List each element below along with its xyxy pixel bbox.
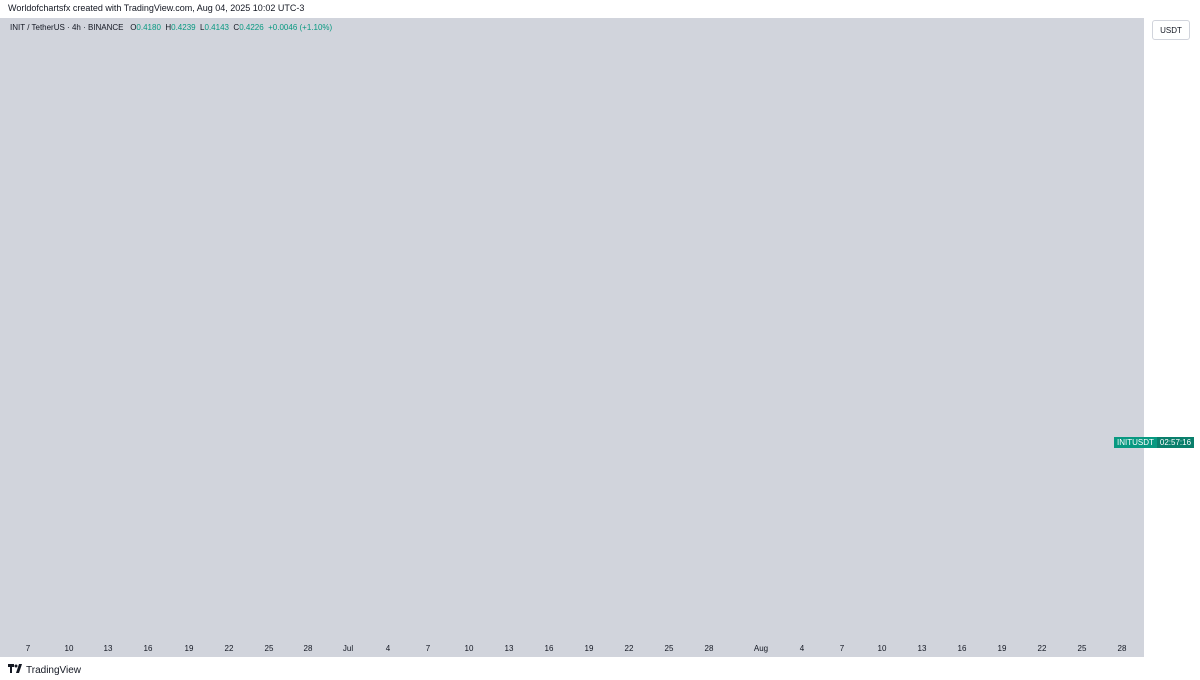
time-tick-label: 19 [185, 644, 194, 653]
tradingview-brand[interactable]: TradingView [8, 664, 81, 676]
time-tick-label: Jul [343, 644, 353, 653]
open-value: 0.4180 [136, 23, 161, 32]
time-tick-label: Aug [754, 644, 768, 653]
symbol-name[interactable]: INIT / TetherUS · 4h · BINANCE [10, 23, 124, 32]
open-label: O [130, 23, 137, 32]
time-axis[interactable]: 7 10 13 16 19 22 25 28 Jul 4 7 10 13 16 19 22 25 28 Aug 4 7 1… [26, 644, 1127, 653]
low-label: L [200, 23, 205, 32]
time-tick-label: 25 [265, 644, 274, 653]
tradingview-logo-icon [8, 664, 22, 676]
chart-background [0, 18, 1144, 657]
time-tick-label: 4 [800, 644, 805, 653]
time-tick-label: 19 [585, 644, 594, 653]
high-value: 0.4239 [171, 23, 196, 32]
close-label: C [233, 23, 240, 32]
price-tag-countdown: 02:57:16 [1156, 437, 1195, 448]
time-tick-label: 28 [1118, 644, 1127, 653]
time-tick-label: 19 [998, 644, 1007, 653]
time-tick-label: 22 [225, 644, 234, 653]
time-tick-label: 7 [840, 644, 845, 653]
time-tick-label: 25 [665, 644, 674, 653]
time-tick-label: 28 [705, 644, 714, 653]
time-tick-label: 22 [1038, 644, 1047, 653]
time-tick-label: 16 [545, 644, 554, 653]
time-tick-label: 7 [26, 644, 31, 653]
time-tick-label: 16 [144, 644, 153, 653]
time-tick-label: 10 [465, 644, 474, 653]
change-value: +0.0046 (+1.10%) [268, 23, 333, 32]
time-tick-label: 13 [918, 644, 927, 653]
close-value: 0.4226 [239, 23, 264, 32]
symbol-legend: INIT / TetherUS · 4h · BINANCE O0.4180 H… [10, 23, 332, 32]
time-tick-label: 28 [304, 644, 313, 653]
time-tick-label: 16 [958, 644, 967, 653]
time-tick-label: 13 [505, 644, 514, 653]
time-tick-label: 4 [386, 644, 391, 653]
attribution-text: Worldofchartsfx created with TradingView… [8, 3, 305, 13]
attribution-bar: Worldofchartsfx created with TradingView… [0, 0, 1200, 18]
time-tick-label: 25 [1078, 644, 1087, 653]
time-tick-label: 13 [104, 644, 113, 653]
time-tick-label: 10 [65, 644, 74, 653]
time-tick-label: 10 [878, 644, 887, 653]
low-value: 0.4143 [204, 23, 229, 32]
current-price-tag: INITUSDT 02:57:16 [1114, 437, 1195, 448]
price-tag-symbol: INITUSDT [1114, 437, 1157, 448]
time-tick-label: 7 [426, 644, 431, 653]
price-axis-background [1144, 18, 1200, 657]
currency-button[interactable]: USDT [1152, 20, 1190, 40]
time-tick-label: 22 [625, 644, 634, 653]
footer-bar: TradingView [0, 660, 1200, 680]
high-label: H [165, 23, 172, 32]
tradingview-label: TradingView [26, 664, 82, 676]
